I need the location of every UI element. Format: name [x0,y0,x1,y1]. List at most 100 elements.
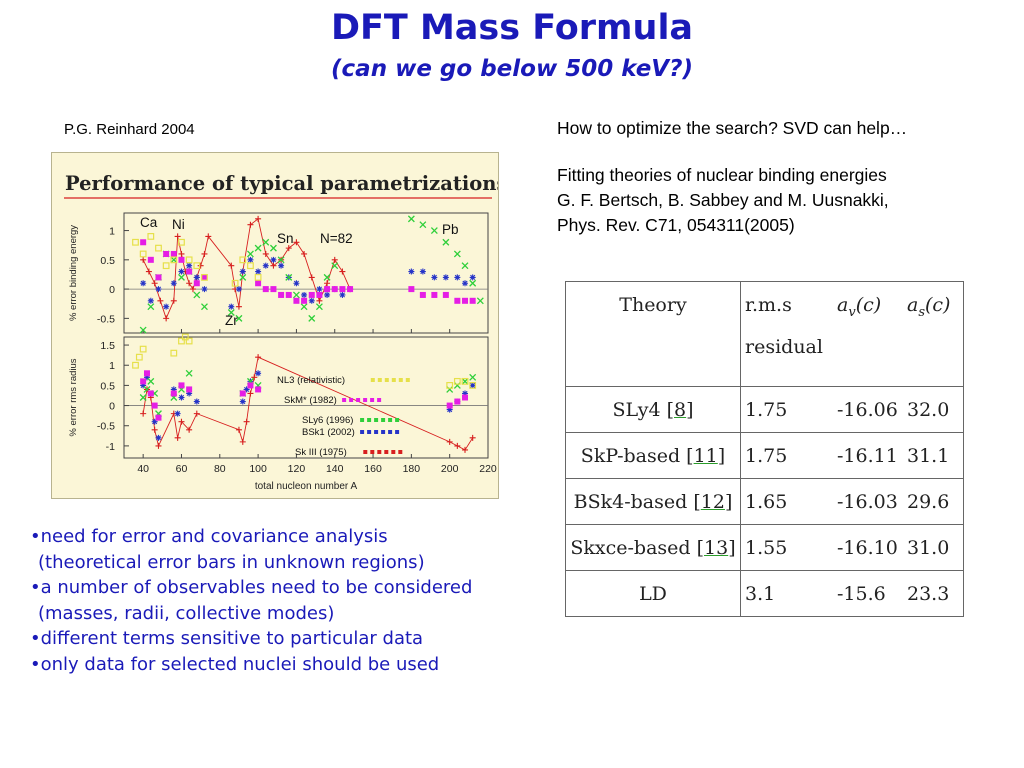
slide-title: DFT Mass Formula [330,8,694,48]
data-point-green [300,303,308,311]
legend-marker [398,378,403,382]
y-tick-label: -0.5 [97,421,115,433]
y-axis-label: % error binding energy [68,225,79,321]
data-point-blue [324,291,331,298]
data-point-green [147,377,155,385]
data-point-yellow [132,361,139,369]
data-point-red [301,250,308,257]
data-point-magenta [178,256,185,263]
data-point-red [285,245,292,252]
nucleus-label: Ca [140,215,158,230]
data-point-magenta [193,280,200,287]
data-point-yellow [185,337,193,345]
data-point-red [174,434,181,441]
header-as-subscript: s [918,304,925,320]
data-point-magenta [186,386,193,393]
series-line-red [142,356,474,451]
reference-block: How to optimize the search? SVD can help… [557,116,907,238]
data-point-magenta [147,256,154,263]
data-point-blue [255,268,262,275]
legend-marker [367,418,372,422]
data-point-green [239,273,247,281]
data-point-red [174,233,181,240]
data-point-magenta [324,286,331,293]
data-point-blue [163,303,170,310]
data-point-magenta [347,286,354,293]
header-theory: Theory [565,281,741,387]
data-point-red [201,250,208,257]
data-point-green [461,262,469,270]
citation-link[interactable]: 11 [693,444,718,467]
table-row: LD 3.1 -15.6 23.3 [565,570,964,617]
citation-link[interactable]: 8 [674,398,687,421]
data-point-red [251,374,258,381]
citation-link[interactable]: 12 [700,490,725,513]
data-point-magenta [151,402,158,409]
data-point-green [461,377,469,385]
data-point-green [227,309,235,316]
data-point-red [469,434,476,441]
citation-link[interactable]: 13 [704,536,729,559]
data-point-blue [174,410,181,417]
legend-marker [374,418,379,422]
data-point-magenta [454,398,461,405]
data-point-blue [262,262,269,269]
data-point-yellow [193,262,201,270]
y-tick-label: 1 [109,360,115,372]
data-point-green [139,326,147,334]
data-point-yellow [135,353,143,361]
data-point-green [331,262,339,270]
data-point-blue [462,390,469,397]
data-point-blue [255,370,262,377]
data-point-red [235,303,242,310]
data-point-red [186,280,193,287]
legend-marker [388,418,393,422]
data-point-red [339,268,346,275]
data-point-green [453,250,461,258]
nucleus-label: Sn [277,231,294,246]
data-point-yellow [162,262,170,270]
data-point-blue [431,274,438,281]
data-point-blue [186,262,193,269]
header-rms-line1: r.m.s [745,294,792,316]
legend-marker [381,418,386,422]
header-av-symbol: a [837,294,849,316]
legend-marker [395,418,400,422]
reference-line-4: Phys. Rev. C71, 054311(2005) [557,215,795,235]
bullet-item: •different terms sensitive to particular… [30,628,424,650]
data-point-blue [462,280,469,287]
legend-entry: SkM* (1982) [284,395,337,406]
bullet-list: •need for error and covariance analysis … [30,524,472,678]
data-point-blue [186,390,193,397]
data-point-green [269,244,277,252]
data-point-green [285,273,293,281]
performance-figure: Performance of typical parametrizations 1… [51,152,507,499]
data-point-red [197,262,204,269]
bullet-item: •a number of observables need to be cons… [30,577,473,599]
data-point-magenta [178,382,185,389]
data-point-red [193,410,200,417]
nucleus-label: Zr [225,313,238,328]
y-axis-label: % error rms radius [68,358,79,436]
y-tick-label: 0 [109,284,115,296]
nucleus-label: N=82 [320,231,353,246]
cell-as: 31.0 [903,524,964,571]
cell-theory: Skxce-based [13] [565,524,741,571]
data-point-red [446,438,453,445]
nucleus-label: Ni [172,217,185,232]
data-point-red [186,426,193,433]
data-point-blue [178,268,185,275]
data-point-blue [201,286,208,293]
data-point-yellow [181,333,189,341]
cell-rms: 1.75 [740,432,833,479]
data-point-yellow [461,377,469,385]
data-point-blue [155,286,162,293]
data-point-green [185,369,193,377]
data-point-red [324,280,331,287]
data-point-magenta [454,297,461,304]
data-point-blue [151,418,158,425]
data-point-red [140,410,147,417]
header-as-arg: (c) [925,294,951,316]
data-point-green [178,273,185,281]
legend-marker [384,378,389,382]
